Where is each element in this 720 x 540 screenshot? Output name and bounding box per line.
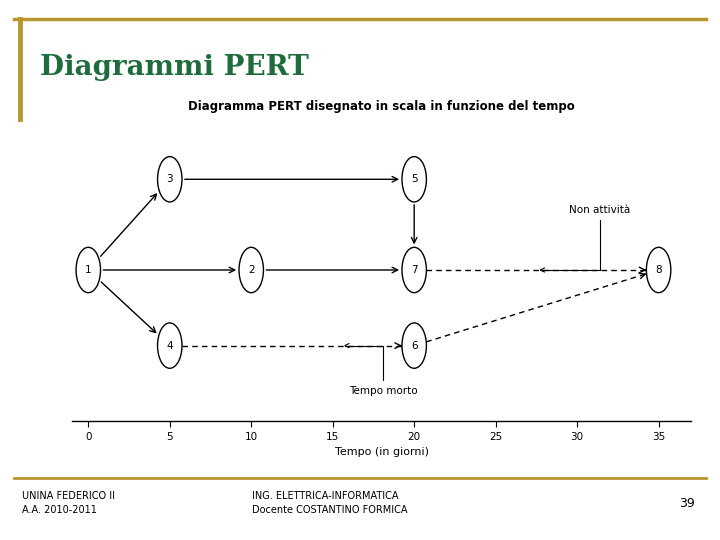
X-axis label: Tempo (in giorni): Tempo (in giorni) [335,447,428,457]
Circle shape [239,247,264,293]
Title: Diagramma PERT disegnato in scala in funzione del tempo: Diagramma PERT disegnato in scala in fun… [188,100,575,113]
Text: Non attività: Non attività [541,205,630,272]
Text: ING. ELETTRICA-INFORMATICA: ING. ELETTRICA-INFORMATICA [252,491,398,501]
Text: 5: 5 [411,174,418,184]
Circle shape [402,247,426,293]
Text: 3: 3 [166,174,173,184]
Text: 1: 1 [85,265,91,275]
Text: 6: 6 [411,341,418,350]
Text: 8: 8 [655,265,662,275]
Text: Tempo morto: Tempo morto [345,343,418,396]
Circle shape [76,247,101,293]
Circle shape [158,323,182,368]
Text: Docente COSTANTINO FORMICA: Docente COSTANTINO FORMICA [252,505,408,515]
Circle shape [158,157,182,202]
Text: 39: 39 [679,497,695,510]
Text: A.A. 2010-2011: A.A. 2010-2011 [22,505,96,515]
Circle shape [402,323,426,368]
Text: 2: 2 [248,265,255,275]
Text: UNINA FEDERICO II: UNINA FEDERICO II [22,491,114,501]
Text: Diagrammi PERT: Diagrammi PERT [40,54,308,81]
Text: 4: 4 [166,341,173,350]
Text: 7: 7 [411,265,418,275]
Circle shape [402,157,426,202]
Circle shape [647,247,671,293]
